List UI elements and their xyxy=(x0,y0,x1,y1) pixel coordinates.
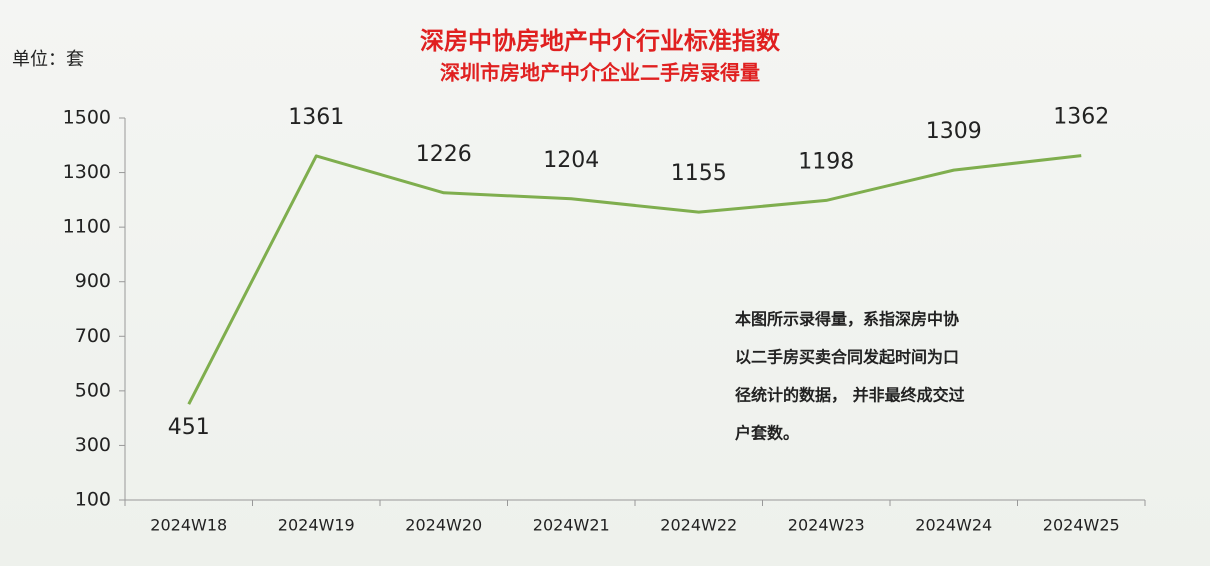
annotation-line: 径统计的数据， 并非最终成交过 xyxy=(735,386,965,405)
annotation-line: 以二手房买卖合同发起时间为口 xyxy=(735,348,959,367)
annotation-line: 本图所示录得量，系指深房中协 xyxy=(735,310,959,329)
annotation-line: 户套数。 xyxy=(735,424,799,443)
data-label: 1226 xyxy=(416,142,472,167)
y-tick-label: 300 xyxy=(75,434,111,456)
data-label: 1309 xyxy=(926,119,982,144)
data-label: 1361 xyxy=(288,105,344,130)
chart-subtitle: 深圳市房地产中介企业二手房录得量 xyxy=(440,61,760,85)
y-tick-label: 700 xyxy=(75,325,111,347)
chart-title: 深房中协房地产中介行业标准指数 xyxy=(420,27,781,55)
y-tick-label: 900 xyxy=(75,270,111,292)
x-tick-label: 2024W19 xyxy=(278,516,355,535)
data-label: 1198 xyxy=(798,149,854,174)
data-label: 451 xyxy=(168,415,210,440)
x-tick-label: 2024W24 xyxy=(915,516,992,535)
x-tick-label: 2024W18 xyxy=(150,516,227,535)
x-tick-label: 2024W21 xyxy=(533,516,610,535)
y-tick-label: 1500 xyxy=(63,107,111,129)
y-tick-label: 1100 xyxy=(63,216,111,238)
x-tick-label: 2024W23 xyxy=(788,516,865,535)
data-label: 1204 xyxy=(543,148,599,173)
y-tick-label: 100 xyxy=(75,489,111,511)
y-tick-label: 1300 xyxy=(63,161,111,183)
data-label: 1362 xyxy=(1053,105,1109,130)
data-label: 1155 xyxy=(671,161,727,186)
line xyxy=(187,154,1082,405)
x-tick-label: 2024W22 xyxy=(660,516,737,535)
x-tick-label: 2024W20 xyxy=(405,516,482,535)
unit-label: 单位：套 xyxy=(12,49,84,70)
x-tick-label: 2024W25 xyxy=(1043,516,1120,535)
y-tick-label: 500 xyxy=(75,379,111,401)
